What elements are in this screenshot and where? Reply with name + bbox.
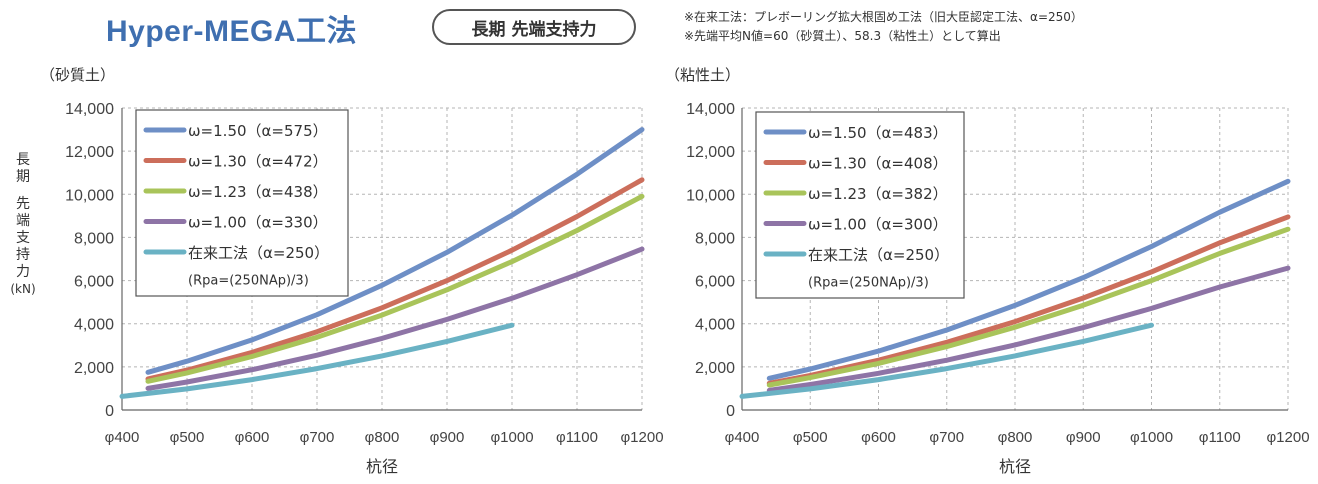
footnote-conventional-method: ※在来工法：プレボーリング拡大根固め工法（旧大臣認定工法、α=250） xyxy=(684,10,1083,24)
legend-label: 在来工法（α=250） xyxy=(808,246,949,264)
series-line xyxy=(145,177,645,382)
y-tick-label: 0 xyxy=(726,403,735,420)
x-tick-label: φ1000 xyxy=(490,429,533,446)
y-axis-unit: (kN) xyxy=(10,282,36,296)
x-tick-label: φ500 xyxy=(170,429,205,446)
x-tick-label: φ900 xyxy=(1066,429,1101,446)
legend-box xyxy=(755,111,965,299)
series-line xyxy=(766,265,1291,393)
y-axis-label-char: 期 xyxy=(16,169,30,185)
x-tick-label: φ400 xyxy=(105,429,140,446)
x-tick-label: φ1200 xyxy=(1266,429,1309,446)
page-title: Hyper-MEGA工法 xyxy=(106,15,358,48)
legend-label: ω=1.30（α=472） xyxy=(188,153,328,171)
y-axis-label-char: 端 xyxy=(16,213,30,229)
x-tick-label: φ400 xyxy=(725,429,760,446)
y-tick-label: 8,000 xyxy=(695,230,735,247)
x-tick-label: φ500 xyxy=(793,429,828,446)
y-tick-label: 10,000 xyxy=(686,187,735,204)
x-tick-label: φ600 xyxy=(861,429,896,446)
y-tick-label: 6,000 xyxy=(74,274,114,291)
x-tick-label: φ600 xyxy=(235,429,270,446)
chart-subtitle: （粘性土） xyxy=(665,66,740,84)
y-tick-label: 6,000 xyxy=(695,274,735,291)
legend-label: ω=1.23（α=382） xyxy=(808,185,948,203)
y-tick-label: 2,000 xyxy=(695,360,735,377)
y-axis-label: 長 期 先 端 支 持 力 (kN) xyxy=(4,152,42,298)
x-tick-label: φ900 xyxy=(430,429,465,446)
legend-label: ω=1.00（α=300） xyxy=(808,216,948,234)
legend-label: ω=1.50（α=483） xyxy=(808,124,948,142)
y-axis-label-char: 持 xyxy=(16,247,30,263)
x-axis-label: 杭径 xyxy=(999,457,1031,476)
series-line xyxy=(739,322,1154,399)
y-tick-label: 4,000 xyxy=(74,317,114,334)
series-line xyxy=(119,322,515,399)
legend-box xyxy=(135,109,349,297)
legend-label: 在来工法（α=250） xyxy=(188,244,329,262)
legend-label: ω=1.00（α=330） xyxy=(188,214,328,232)
y-axis-label-char: 長 xyxy=(16,152,30,168)
chart-subtitle: （砂質土） xyxy=(40,66,115,84)
legend-note: (Rpa=(250NAp)/3) xyxy=(808,276,929,291)
x-tick-label: φ1100 xyxy=(1199,429,1241,446)
legend-label: ω=1.50（α=575） xyxy=(188,122,328,140)
legend-note: (Rpa=(250NAp)/3) xyxy=(188,274,309,289)
y-tick-label: 10,000 xyxy=(65,187,114,204)
y-tick-label: 12,000 xyxy=(686,144,735,161)
legend-label: ω=1.23（α=438） xyxy=(188,183,328,201)
x-tick-label: φ700 xyxy=(300,429,335,446)
x-tick-label: φ800 xyxy=(998,429,1033,446)
footnote-n-value: ※先端平均N値=60（砂質土）、58.3（粘性土）として算出 xyxy=(684,29,1001,43)
x-tick-label: φ1200 xyxy=(620,429,663,446)
y-tick-label: 14,000 xyxy=(686,101,735,118)
y-tick-label: 14,000 xyxy=(65,101,114,118)
y-axis-label-char: 支 xyxy=(16,230,30,246)
x-tick-label: φ700 xyxy=(929,429,964,446)
series-line xyxy=(766,178,1291,381)
footnotes: ※在来工法：プレボーリング拡大根固め工法（旧大臣認定工法、α=250） ※先端平… xyxy=(684,8,1083,46)
y-tick-label: 4,000 xyxy=(695,317,735,334)
series-line xyxy=(145,127,645,375)
series-line xyxy=(766,226,1291,388)
y-tick-label: 0 xyxy=(105,403,114,420)
series-line xyxy=(145,193,645,384)
y-tick-label: 12,000 xyxy=(65,144,114,161)
x-tick-label: φ1000 xyxy=(1130,429,1173,446)
y-tick-label: 8,000 xyxy=(74,230,114,247)
condition-badge: 長期 先端支持力 xyxy=(432,9,636,45)
x-axis-label: 杭径 xyxy=(366,457,398,476)
y-axis-label-char: 力 xyxy=(16,264,30,280)
y-axis-label-char: 先 xyxy=(16,196,30,212)
y-tick-label: 2,000 xyxy=(74,360,114,377)
series-line xyxy=(145,246,645,391)
x-tick-label: φ800 xyxy=(365,429,400,446)
legend-label: ω=1.30（α=408） xyxy=(808,155,948,173)
x-tick-label: φ1100 xyxy=(556,429,598,446)
